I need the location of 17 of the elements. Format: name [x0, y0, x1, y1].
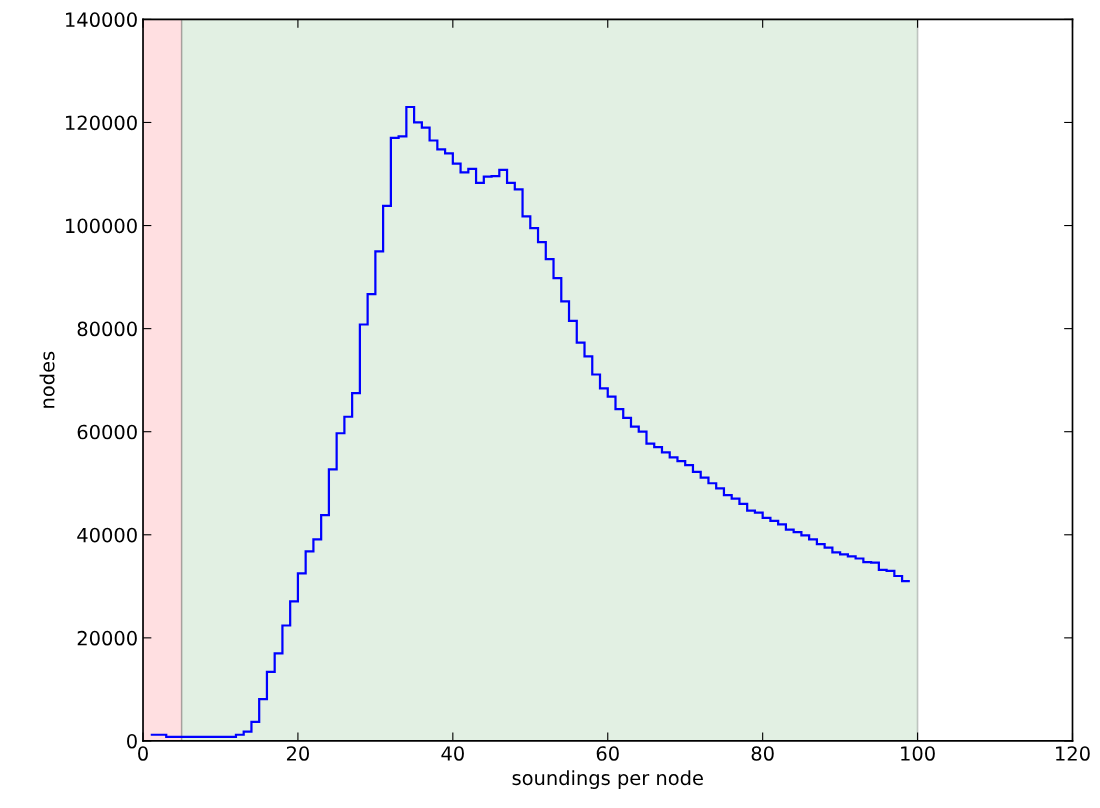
- x-tick-label: 40: [441, 746, 464, 761]
- x-tick-label: 80: [751, 746, 774, 761]
- x-tick-label: 120: [1056, 746, 1090, 761]
- y-tick-label: 60000: [77, 424, 137, 440]
- y-tick-label: 20000: [77, 630, 137, 646]
- x-tick-label: 60: [596, 746, 619, 761]
- y-tick-label: 0: [127, 733, 137, 749]
- x-tick-label: 0: [138, 746, 148, 761]
- y-tick-label: 140000: [66, 12, 137, 28]
- x-tick-label: 20: [286, 746, 309, 761]
- y-tick-label: 120000: [66, 115, 137, 131]
- y-tick-label: 40000: [77, 527, 137, 543]
- y-tick-label: 80000: [77, 321, 137, 337]
- y-axis-title: nodes: [39, 351, 55, 408]
- x-tick-label: 100: [901, 746, 935, 761]
- x-axis-title: soundings per node: [512, 770, 703, 789]
- y-tick-label: 100000: [66, 218, 137, 234]
